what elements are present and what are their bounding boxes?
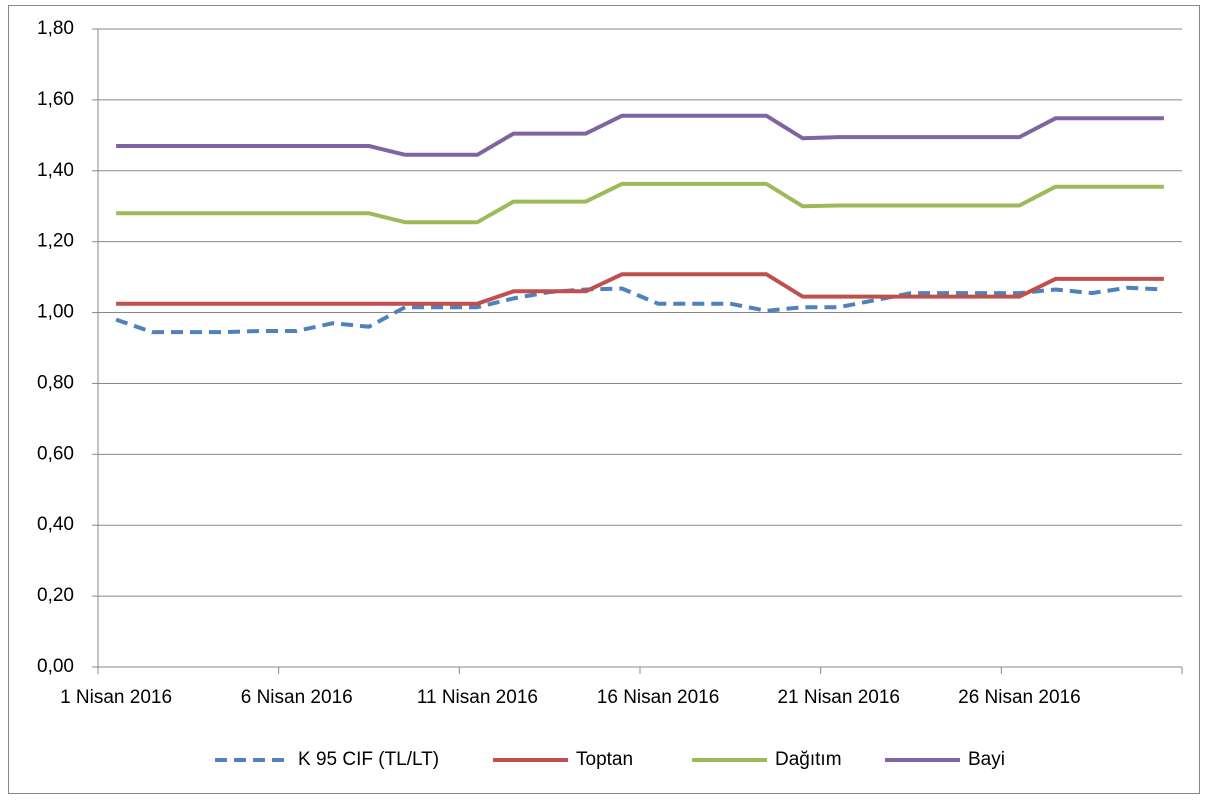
series-line bbox=[116, 181, 1164, 225]
y-tick-label: 1,20 bbox=[37, 231, 74, 252]
y-tick-label: 0,60 bbox=[37, 443, 74, 464]
legend-label: Dağıtım bbox=[775, 749, 842, 770]
y-tick-label: 1,60 bbox=[37, 89, 74, 110]
series-line bbox=[116, 272, 1164, 306]
x-tick-label: 6 Nisan 2016 bbox=[241, 687, 353, 708]
y-tick-label: 0,00 bbox=[37, 656, 74, 677]
series-line bbox=[115, 285, 1164, 335]
legend-label: Bayi bbox=[968, 749, 1005, 770]
y-tick-label: 1,80 bbox=[37, 18, 74, 39]
y-tick-label: 0,20 bbox=[37, 585, 74, 606]
y-tick-label: 1,40 bbox=[37, 160, 74, 181]
x-tick-label: 11 Nisan 2016 bbox=[417, 687, 538, 708]
x-tick-label: 16 Nisan 2016 bbox=[597, 687, 720, 708]
legend-label: K 95 CIF (TL/LT) bbox=[298, 749, 439, 770]
series-line bbox=[116, 113, 1164, 157]
legend-label: Toptan bbox=[576, 749, 633, 770]
y-tick-label: 0,80 bbox=[37, 372, 74, 393]
x-tick-label: 1 Nisan 2016 bbox=[60, 687, 172, 708]
x-tick-label: 21 Nisan 2016 bbox=[777, 687, 900, 708]
y-tick-label: 1,00 bbox=[37, 302, 74, 323]
y-tick-label: 0,40 bbox=[37, 514, 74, 535]
x-tick-label: 26 Nisan 2016 bbox=[958, 687, 1081, 708]
